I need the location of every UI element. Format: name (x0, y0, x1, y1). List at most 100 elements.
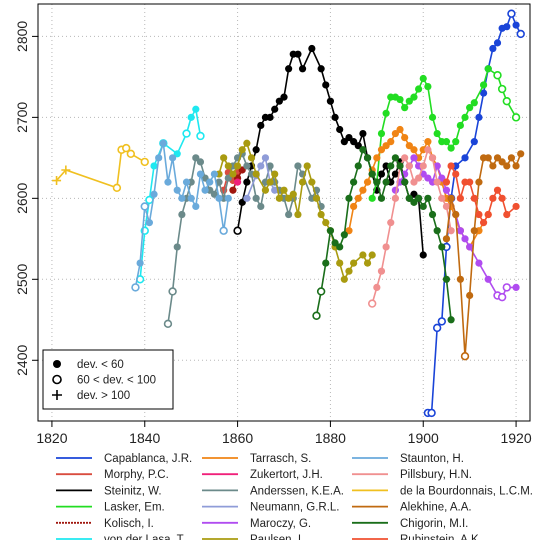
legend-label: Lasker, Em. (104, 502, 165, 514)
data-point (466, 104, 474, 112)
data-point (345, 227, 353, 235)
data-point (368, 251, 376, 259)
data-point (317, 210, 325, 219)
data-point (243, 194, 251, 202)
data-point (442, 186, 451, 194)
data-point (410, 198, 418, 206)
data-point (442, 178, 451, 186)
data-point (401, 178, 409, 186)
data-point (498, 194, 506, 202)
data-point (340, 275, 348, 283)
data-point (405, 194, 413, 202)
data-point (428, 210, 437, 219)
data-point (354, 194, 362, 202)
data-point (164, 178, 172, 186)
data-point (345, 194, 353, 202)
data-point (275, 97, 283, 105)
series-legend: Capablanca, J.R. Morphy, P.C. Steinitz, W.… (56, 453, 533, 540)
data-point (447, 316, 455, 324)
data-point (373, 178, 381, 186)
series-0 (423, 9, 525, 418)
data-point (442, 202, 451, 211)
data-point (456, 121, 464, 130)
data-point (470, 138, 478, 146)
data-point (210, 190, 218, 198)
data-point (280, 186, 288, 194)
data-point-open (312, 311, 321, 320)
data-point-open (140, 157, 149, 167)
series-11 (215, 139, 376, 283)
data-point (289, 190, 297, 198)
data-point (285, 65, 293, 73)
data-point (261, 154, 270, 162)
series-line (139, 106, 202, 280)
series-16 (312, 146, 455, 324)
data-point (257, 202, 265, 211)
data-point (387, 162, 395, 170)
data-point (475, 113, 483, 121)
data-point (220, 154, 228, 162)
data-point (192, 105, 200, 113)
data-point (229, 170, 237, 178)
data-point (419, 251, 427, 259)
data-point (452, 170, 460, 178)
data-point (266, 162, 274, 170)
data-point-open (140, 202, 149, 211)
data-point (192, 154, 200, 162)
data-point (424, 174, 432, 182)
data-point (419, 74, 427, 83)
data-point (442, 275, 451, 283)
data-point (387, 219, 395, 227)
data-point (433, 178, 441, 186)
data-point (391, 154, 399, 162)
series-15 (442, 150, 525, 361)
series-14 (52, 143, 149, 193)
data-point-open (367, 299, 377, 308)
data-point (382, 243, 390, 251)
data-point (326, 97, 335, 105)
data-point (415, 174, 423, 182)
data-point (257, 121, 265, 130)
data-point (442, 235, 451, 243)
data-point (484, 275, 492, 283)
data-point (438, 174, 446, 182)
data-point (433, 129, 441, 138)
data-point (475, 210, 483, 219)
data-point (238, 166, 246, 174)
data-point (447, 227, 455, 235)
data-point-open (145, 195, 154, 205)
data-point (363, 259, 372, 267)
data-point (368, 194, 376, 202)
data-point (243, 139, 251, 147)
data-point (340, 231, 348, 239)
data-point (466, 291, 474, 300)
data-point (396, 95, 404, 104)
data-point-open (427, 408, 436, 418)
y-tick-label: 2700 (14, 102, 30, 133)
data-point (308, 44, 316, 53)
data-point (317, 65, 325, 73)
data-point (433, 227, 441, 235)
data-point (489, 194, 497, 202)
data-point (493, 39, 502, 47)
data-point (196, 170, 205, 178)
legend-label: Steinitz, W. (104, 485, 162, 497)
data-point (345, 267, 353, 275)
data-point-plus (61, 165, 71, 175)
data-point (373, 283, 381, 291)
y-axis: 2400 2500 2600 2700 2800 (14, 21, 38, 376)
data-point (401, 154, 409, 162)
data-point-open (219, 226, 228, 235)
series-4 (229, 166, 246, 194)
data-point (452, 138, 460, 146)
data-point (243, 178, 251, 186)
data-point-open (497, 84, 507, 94)
data-point (419, 202, 427, 211)
data-point (410, 93, 418, 101)
data-point (224, 194, 232, 202)
data-point (461, 154, 469, 162)
data-point-open (502, 96, 511, 106)
data-point (493, 154, 502, 162)
data-point (247, 154, 256, 162)
data-point (470, 99, 478, 107)
